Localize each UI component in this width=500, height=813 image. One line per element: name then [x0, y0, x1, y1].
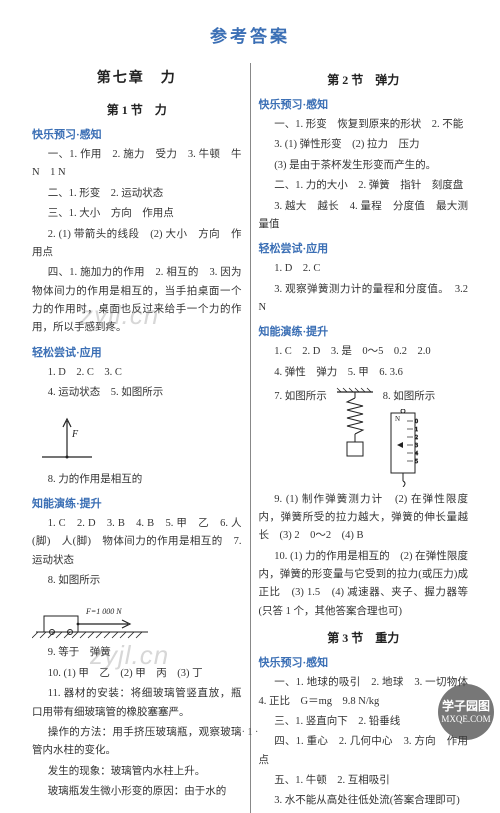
stamp-line2: MXQE.COM — [441, 714, 490, 725]
answer-text: 二、1. 力的大小 2. 弹簧 指针 刻度盘 — [259, 177, 469, 195]
answer-text: 4. 运动状态 5. 如图所示 — [32, 384, 242, 402]
answer-text: 二、1. 形变 2. 运动状态 — [32, 185, 242, 203]
page-title: 参考答案 — [0, 0, 500, 63]
answer-text: 1. D 2. C — [259, 260, 469, 278]
content-columns: 第七章 力 第 1 节 力 快乐预习·感知 一、1. 作用 2. 施力 受力 3… — [0, 63, 500, 813]
heading-review: 知能演练·提升 — [259, 323, 469, 339]
heading-try: 轻松尝试·应用 — [32, 344, 242, 360]
answer-text: 1. C 2. D 3. B 4. B 5. 甲 乙 6. 人(脚) 人(脚) … — [32, 515, 242, 570]
answer-text: 10. (1) 甲 乙 (2) 甲 丙 (3) 丁 — [32, 665, 242, 683]
heading-try: 轻松尝试·应用 — [259, 240, 469, 256]
heading-review: 知能演练·提升 — [32, 495, 242, 511]
answer-text: 8. 如图所示 — [383, 388, 468, 406]
answer-text: 2. (1) 带箭头的线段 (2) 大小 方向 作用点 — [32, 226, 242, 263]
answer-text: 3. 越大 越长 4. 量程 分度值 最大测量值 — [259, 198, 469, 235]
section-1-title: 第 1 节 力 — [32, 101, 242, 118]
answer-text: 五、1. 牛顿 2. 互相吸引 — [259, 772, 469, 790]
answer-text: 3. (1) 弹性形变 (2) 拉力 压力 — [259, 136, 469, 154]
answer-text: 玻璃瓶发生微小形变的原因：由于水的 — [32, 783, 242, 801]
spring-figure — [333, 386, 377, 464]
svg-text:5: 5 — [415, 459, 418, 465]
answer-text: 四、1. 施加力的作用 2. 相互的 3. 因为物体间力的作用是相互的，当手拍桌… — [32, 264, 242, 338]
force-arrow-figure: F — [32, 407, 102, 467]
section-2-title: 第 2 节 弹力 — [259, 71, 469, 88]
answer-text: 1. C 2. D 3. 是 0～5 0.2 2.0 — [259, 343, 469, 361]
answer-text: 3. 水不能从高处往低处流(答案合理即可) — [259, 792, 469, 810]
answer-text: 7. 如图所示 — [259, 388, 327, 406]
block-force-figure: F=1 000 N — [32, 594, 152, 640]
answer-text: 8. 力的作用是相互的 — [32, 471, 242, 489]
heading-preview: 快乐预习·感知 — [259, 96, 469, 112]
left-column: 第七章 力 第 1 节 力 快乐预习·感知 一、1. 作用 2. 施力 受力 3… — [24, 63, 251, 813]
svg-text:F=1 000 N: F=1 000 N — [85, 607, 122, 616]
section-3-title: 第 3 节 重力 — [259, 629, 469, 646]
figure-row: F — [32, 407, 242, 467]
figure-row: F=1 000 N — [32, 594, 242, 640]
svg-text:2: 2 — [415, 435, 418, 441]
answer-text: 8. 如图所示 — [32, 572, 242, 590]
answer-text: 1. D 2. C 3. C — [32, 364, 242, 382]
answer-text: (3) 是由于茶杯发生形变而产生的。 — [259, 157, 469, 175]
svg-text:4: 4 — [415, 451, 418, 457]
svg-text:3: 3 — [415, 443, 418, 449]
force-meter-figure: 0 1 2 3 4 5 N — [383, 409, 423, 487]
chapter-title: 第七章 力 — [32, 67, 242, 87]
answer-text: 发生的现象：玻璃管内水柱上升。 — [32, 763, 242, 781]
answer-text: 一、1. 地球的吸引 2. 地球 3. 一切物体 4. 正比 G＝mg 9.8 … — [259, 674, 469, 711]
answer-text: 11. 器材的安装：将细玻璃管竖直放，瓶口用带有细玻璃管的橡胶塞塞严。 — [32, 685, 242, 722]
figure-row: 7. 如图所示 8. 如图所示 — [259, 386, 469, 486]
answer-text: 三、1. 大小 方向 作用点 — [32, 205, 242, 223]
answer-text: 10. (1) 力的作用是相互的 (2) 在弹性限度内，弹簧的形变量与它受到的拉… — [259, 548, 469, 622]
source-stamp: 学子园图 MXQE.COM — [438, 684, 494, 740]
svg-text:F: F — [71, 429, 79, 440]
answer-text: 9. 等于 弹簧 — [32, 644, 242, 662]
answer-text: 4. 弹性 弹力 5. 甲 6. 3.6 — [259, 364, 469, 382]
answer-text: 9. (1) 制作弹簧测力计 (2) 在弹性限度内，弹簧所受的拉力越大，弹簧的伸… — [259, 491, 469, 546]
answer-text: 四、1. 重心 2. 几何中心 3. 方向 作用点 — [259, 733, 469, 770]
heading-preview: 快乐预习·感知 — [32, 126, 242, 142]
answer-text: 3. 观察弹簧测力计的量程和分度值。 3.2 N — [259, 281, 469, 318]
heading-preview: 快乐预习·感知 — [259, 654, 469, 670]
svg-text:N: N — [395, 415, 400, 423]
stamp-line1: 学子园图 — [442, 699, 490, 713]
svg-text:1: 1 — [415, 427, 418, 433]
answer-text: 一、1. 作用 2. 施力 受力 3. 牛顿 牛 N 1 N — [32, 146, 242, 183]
page-number: · 1 · — [0, 727, 500, 738]
answer-text: 一、1. 形变 恢复到原来的形状 2. 不能 — [259, 116, 469, 134]
svg-text:0: 0 — [415, 419, 418, 425]
